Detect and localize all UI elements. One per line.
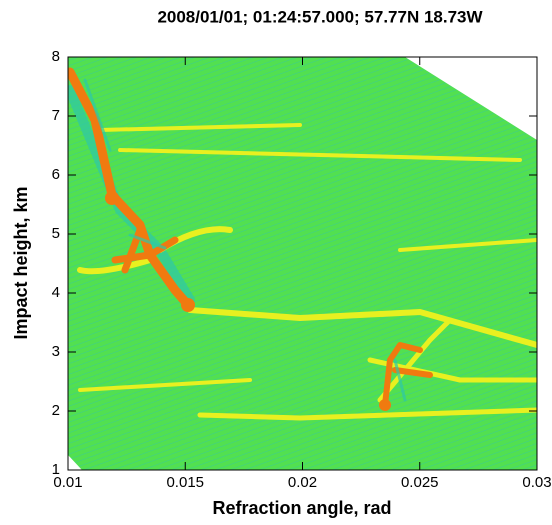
field xyxy=(68,57,537,470)
x-tick-label: 0.015 xyxy=(166,474,204,491)
y-tick-label: 8 xyxy=(52,48,60,65)
x-tick-label: 0.01 xyxy=(53,474,82,491)
empty-region xyxy=(68,455,82,470)
x-tick-label: 0.03 xyxy=(522,474,551,491)
chart-title: 2008/01/01; 01:24:57.000; 57.77N 18.73W xyxy=(157,7,483,26)
y-tick-label: 5 xyxy=(52,225,60,242)
y-tick-label: 6 xyxy=(52,166,60,183)
y-axis-label: Impact height, km xyxy=(11,186,31,339)
x-tick-label: 0.025 xyxy=(401,474,439,491)
x-axis-label: Refraction angle, rad xyxy=(212,498,391,518)
y-tick-label: 4 xyxy=(52,284,60,301)
field-features xyxy=(68,67,537,421)
y-tick-label: 3 xyxy=(52,343,60,360)
empty-region xyxy=(405,57,537,140)
x-tick-label: 0.02 xyxy=(288,474,317,491)
y-tick-label: 1 xyxy=(52,461,60,478)
y-tick-label: 7 xyxy=(52,107,60,124)
y-tick-label: 2 xyxy=(52,402,60,419)
